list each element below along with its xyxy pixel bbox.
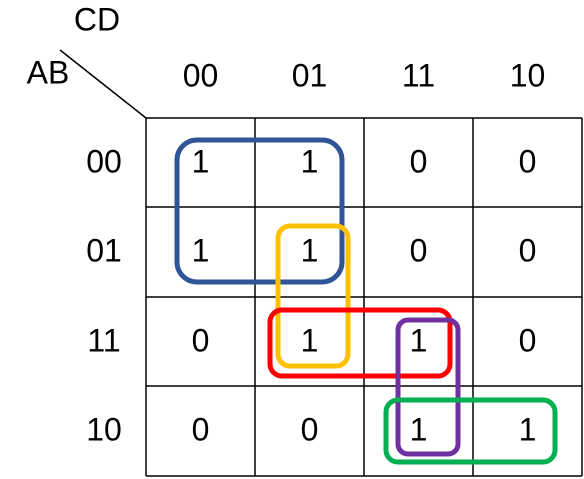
group-yellow xyxy=(275,223,351,369)
group-purple xyxy=(395,317,461,457)
cell-value: 1 xyxy=(192,232,210,268)
grid xyxy=(145,117,583,477)
row-header: 01 xyxy=(86,232,122,268)
row-header: 10 xyxy=(86,411,122,447)
group-green xyxy=(383,397,558,465)
cell-value: 1 xyxy=(192,143,210,179)
column-header: 01 xyxy=(292,57,328,93)
cell-value: 0 xyxy=(410,232,428,268)
cell-value: 1 xyxy=(301,322,319,358)
cells: 1 1 0 0 1 1 0 0 0 1 1 0 0 0 1 1 xyxy=(192,143,537,447)
row-header: 00 xyxy=(86,143,122,179)
cell-value: 0 xyxy=(192,411,210,447)
cell-value: 1 xyxy=(410,322,428,358)
cell-value: 0 xyxy=(410,143,428,179)
cell-value: 1 xyxy=(301,143,319,179)
group-red xyxy=(267,307,453,379)
group-blue xyxy=(174,137,345,285)
row-variable: AB xyxy=(27,54,70,90)
corner-diagonal xyxy=(59,49,147,119)
cell-value: 0 xyxy=(301,411,319,447)
cell-value: 0 xyxy=(519,232,537,268)
cell-value: 0 xyxy=(192,322,210,358)
column-header: 11 xyxy=(402,57,435,93)
column-variable: CD xyxy=(74,1,120,37)
cell-value: 1 xyxy=(519,411,537,447)
cell-value: 0 xyxy=(519,143,537,179)
column-header: 10 xyxy=(510,57,546,93)
cell-value: 1 xyxy=(301,232,319,268)
cell-value: 0 xyxy=(519,322,537,358)
cell-value: 1 xyxy=(410,411,428,447)
column-header: 00 xyxy=(183,57,219,93)
row-header: 11 xyxy=(87,322,120,358)
